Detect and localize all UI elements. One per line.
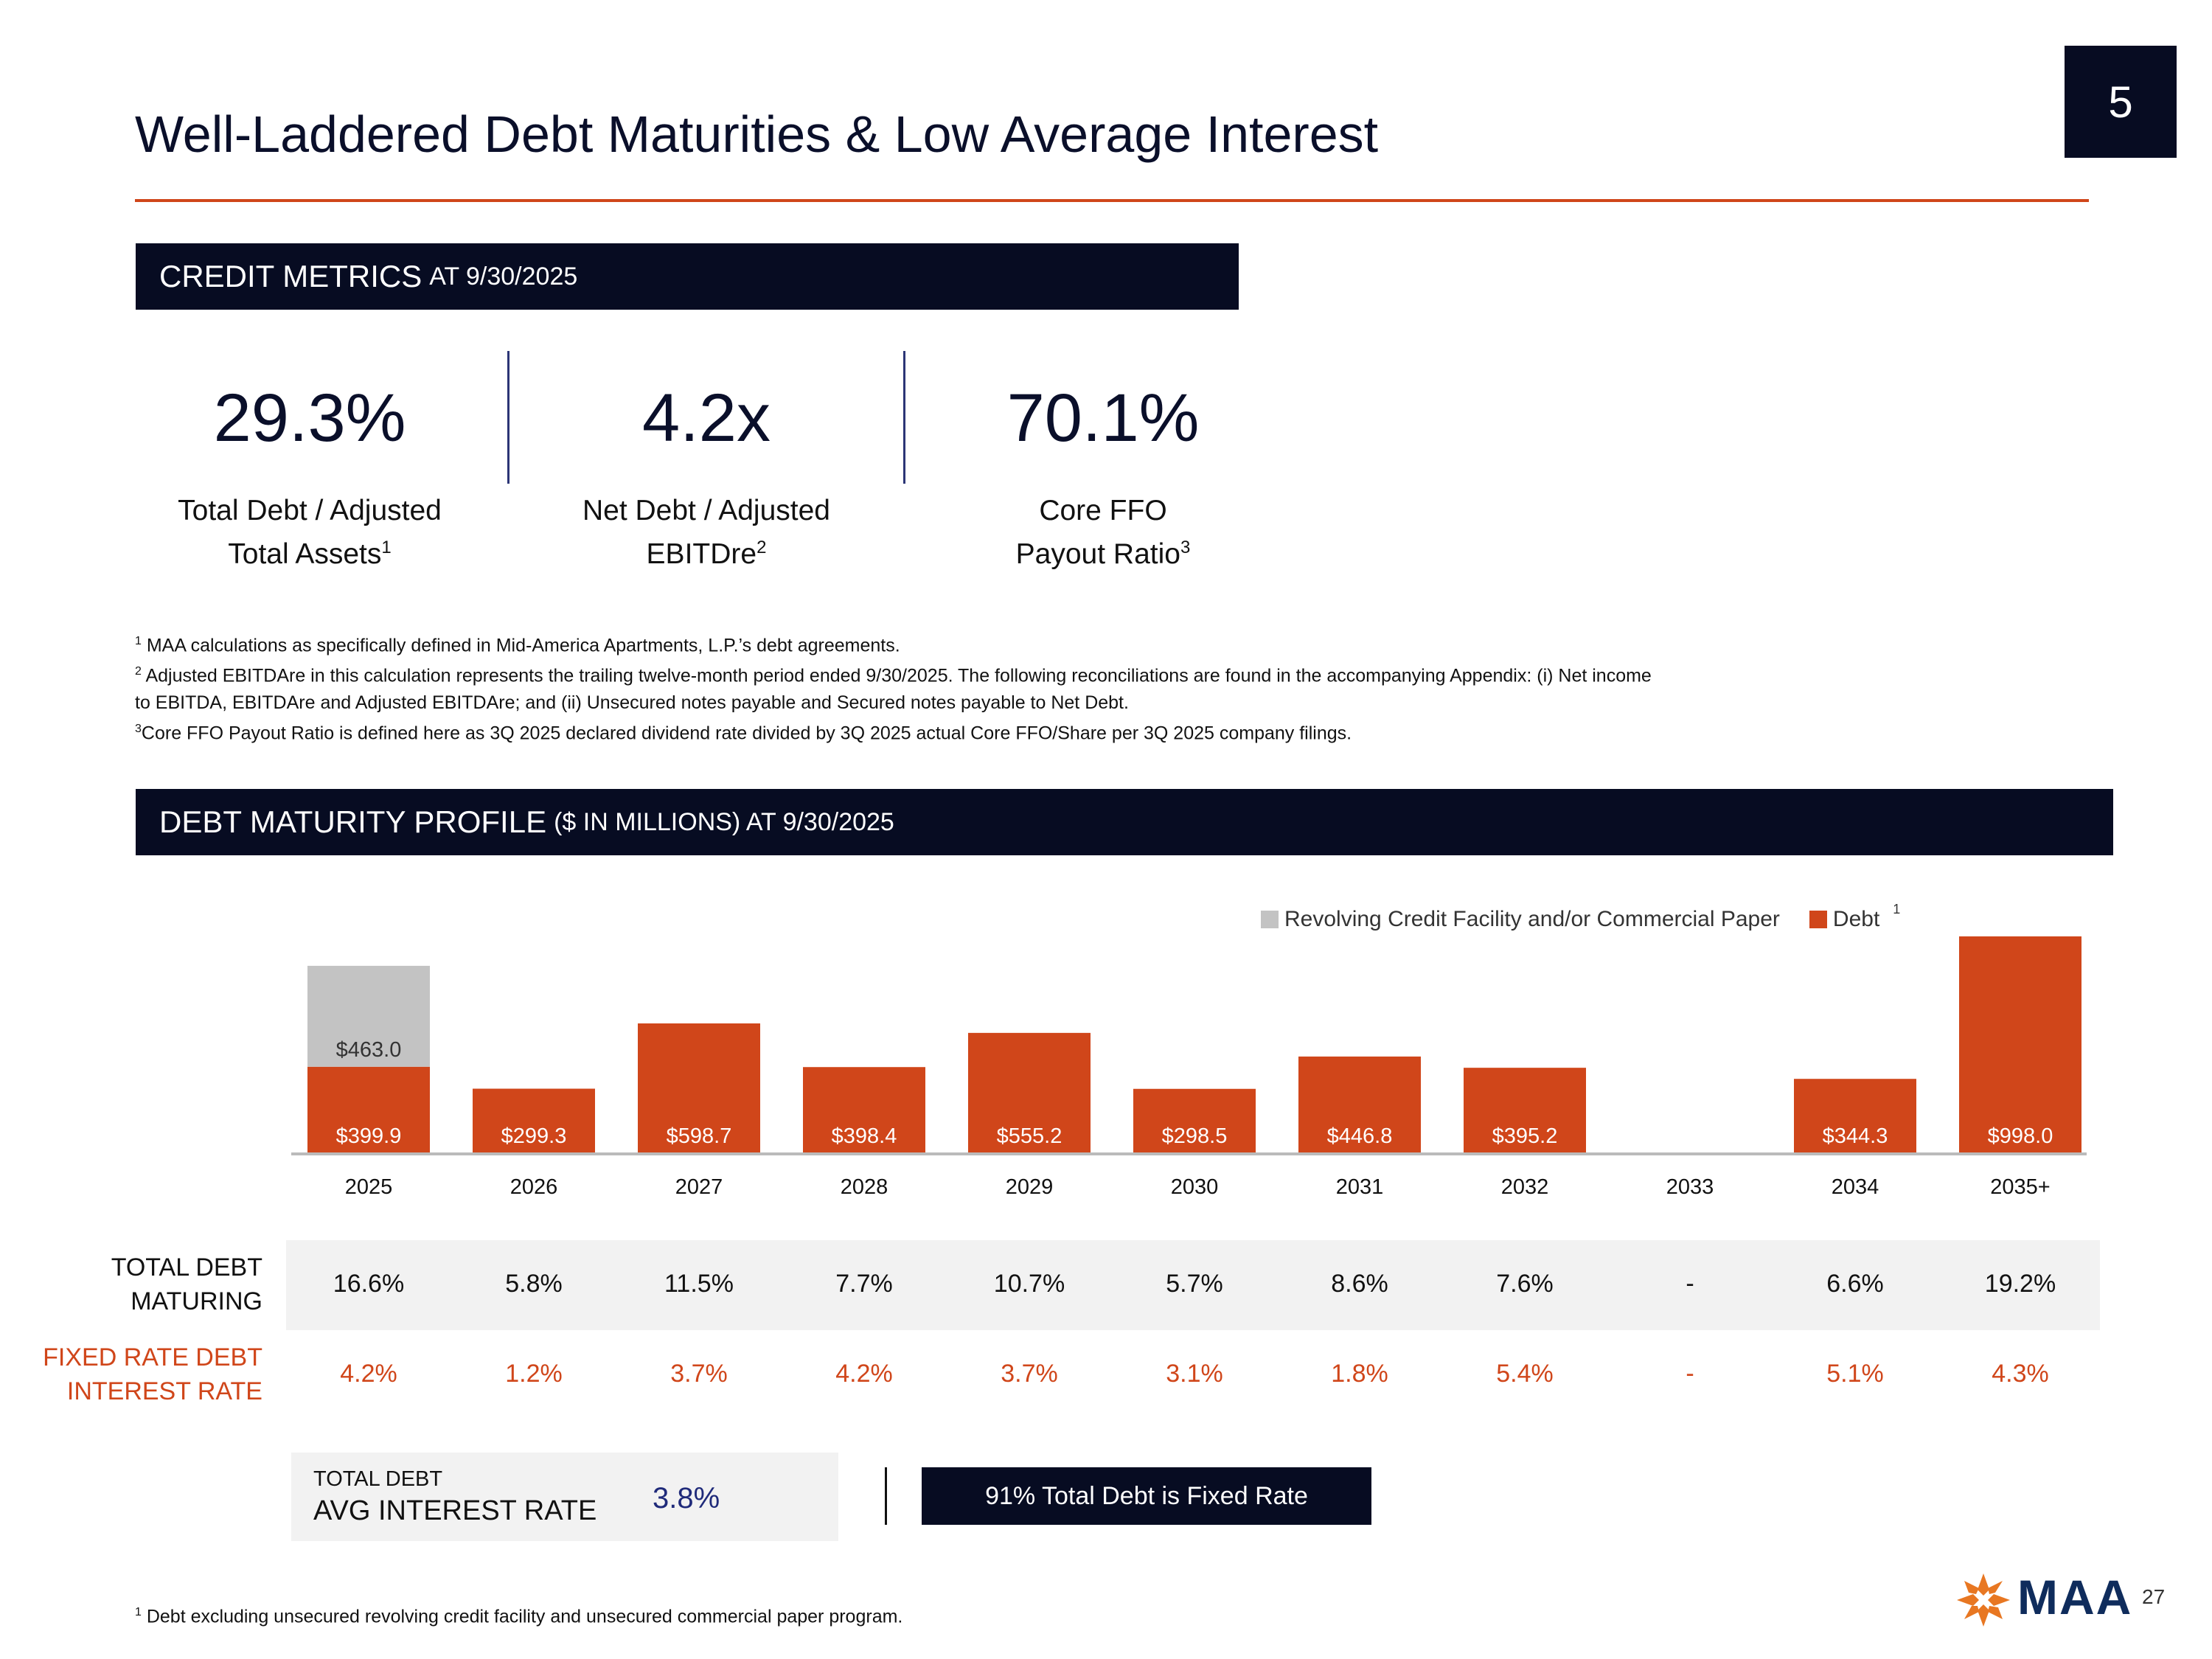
total-debt-maturing-cell: - [1686,1270,1694,1298]
legend-label-revolving: Revolving Credit Facility and/or Commerc… [1284,907,1780,931]
x-tick-label: 2035+ [1990,1175,2050,1199]
total-debt-maturing-cell: 6.6% [1826,1270,1884,1298]
fixed-rate-interest-cell: 4.3% [1992,1360,2049,1388]
fixed-rate-interest-cell: - [1686,1360,1694,1388]
box-separator [885,1467,887,1525]
fixed-rate-interest-cell: 3.1% [1166,1360,1223,1388]
fixed-rate-interest-cell: 4.2% [835,1360,893,1388]
fixed-rate-interest-cell: 3.7% [1001,1360,1058,1388]
debt-value-label: $998.0 [1988,1124,2053,1148]
total-debt-maturing-cell: 5.8% [505,1270,563,1298]
metric-total-debt-assets: 29.3% Total Debt / Adjusted Total Assets… [118,380,501,573]
maa-logo-icon [1957,1573,2010,1627]
metric-divider [507,351,509,484]
total-debt-maturing-cell: 16.6% [333,1270,405,1298]
chart-legend: Revolving Credit Facility and/or Commerc… [1261,902,1900,932]
fixed-rate-interest-cell: 5.1% [1826,1360,1884,1388]
slide-number: 5 [2065,46,2177,158]
total-debt-maturing-cell: 10.7% [993,1270,1065,1298]
x-tick-label: 2025 [345,1175,393,1199]
avg-interest-box: TOTAL DEBT AVG INTEREST RATE 3.8% [291,1453,838,1541]
metric-label: Total Debt / Adjusted Total Assets1 [178,495,442,570]
fixed-rate-interest-cell: 1.8% [1331,1360,1388,1388]
legend-debt-superscript: 1 [1893,901,1901,917]
x-tick-label: 2034 [1832,1175,1879,1199]
debt-value-label: $398.4 [832,1124,897,1148]
debt-bar-2032 [1464,1068,1586,1154]
legend-swatch-debt [1809,911,1827,928]
debt-value-label: $344.3 [1823,1124,1888,1148]
footnote-3: 3Core FFO Payout Ratio is defined here a… [135,722,1352,743]
debt-value-label: $299.3 [501,1124,567,1148]
page-title: Well-Laddered Debt Maturities & Low Aver… [135,105,1379,163]
debt-value-label: $555.2 [997,1124,1062,1148]
debt-maturity-chart: $399.9 $463.0 2025 $299.3 2026 $598.7 2027 $398… [291,936,2087,1199]
title-divider [135,199,2089,202]
metric-net-debt-ebitdre: 4.2x Net Debt / Adjusted EBITDre2 [515,380,898,573]
debt-value-label: $598.7 [667,1124,732,1148]
footnote-2: 2 Adjusted EBITDAre in this calculation … [135,665,1652,713]
x-tick-label: 2026 [510,1175,558,1199]
debt-bar-2026 [473,1088,595,1154]
debt-bar-2030 [1133,1088,1256,1154]
avg-interest-label-2: AVG INTEREST RATE [313,1495,597,1526]
debt-bar-2027 [638,1023,760,1154]
debt-value-label: $399.9 [336,1124,402,1148]
fixed-rate-interest-cell: 4.2% [340,1360,397,1388]
chart-footnote: 1 Debt excluding unsecured revolving cre… [135,1606,903,1627]
total-debt-maturing-cell: 19.2% [1984,1270,2056,1298]
metric-core-ffo-payout: 70.1% Core FFO Payout Ratio3 [911,380,1295,573]
debt-profile-banner: DEBT MATURITY PROFILE ($ IN MILLIONS) AT… [136,789,2113,855]
debt-bar-2035+ [1959,936,2081,1154]
debt-bar-2028 [803,1067,925,1154]
fixed-rate-note: 91% Total Debt is Fixed Rate [922,1467,1371,1525]
debt-value-label: $395.2 [1492,1124,1558,1148]
debt-profile-title: DEBT MATURITY PROFILE [159,804,547,839]
x-tick-label: 2031 [1336,1175,1384,1199]
debt-profile-subtitle: ($ IN MILLIONS) AT 9/30/2025 [554,807,894,836]
legend-swatch-revolving [1261,911,1279,928]
page-number: 27 [2142,1585,2166,1608]
metric-value: 29.3% [213,380,406,456]
x-tick-label: 2030 [1171,1175,1219,1199]
fixed-rate-interest-label: FIXED RATE DEBT INTEREST RATE [43,1343,262,1405]
debt-bar-2025 [307,1066,430,1154]
debt-bar-2029 [968,1032,1091,1154]
fixed-rate-interest-cell: 1.2% [505,1360,563,1388]
avg-interest-label-1: TOTAL DEBT [313,1467,443,1491]
revolving-bar-2025 [307,965,430,1067]
total-debt-maturing-cell: 7.7% [835,1270,893,1298]
debt-bar-2031 [1298,1056,1421,1154]
metric-label: Core FFO Payout Ratio3 [1015,495,1191,570]
maa-logo-text: MAA [2017,1570,2133,1624]
debt-value-label: $298.5 [1162,1124,1228,1148]
x-tick-label: 2032 [1501,1175,1549,1199]
fixed-rate-interest-cell: 5.4% [1496,1360,1554,1388]
debt-value-label: $446.8 [1327,1124,1393,1148]
revolving-value-label: $463.0 [336,1038,402,1062]
total-debt-maturing-cell: 11.5% [664,1270,734,1298]
metric-divider [903,351,905,484]
total-debt-maturing-cell: 7.6% [1496,1270,1554,1298]
credit-metrics-title: CREDIT METRICS [159,259,422,293]
x-tick-label: 2027 [675,1175,723,1199]
metric-label: Net Debt / Adjusted EBITDre2 [582,495,831,570]
credit-footnotes: 1 MAA calculations as specifically defin… [135,628,1654,746]
x-tick-label: 2029 [1006,1175,1054,1199]
x-tick-label: 2033 [1666,1175,1714,1199]
footnote-1: 1 MAA calculations as specifically defin… [135,635,900,656]
metric-value: 4.2x [642,380,771,456]
metric-value: 70.1% [1006,380,1200,456]
total-debt-row-bg [286,1240,2100,1330]
total-debt-maturing-label: TOTAL DEBT MATURING [111,1253,262,1315]
avg-interest-value: 3.8% [653,1482,720,1514]
debt-bar-2034 [1794,1079,1916,1154]
total-debt-maturing-cell: 8.6% [1331,1270,1388,1298]
x-tick-label: 2028 [841,1175,888,1199]
credit-metrics-date: AT 9/30/2025 [429,262,578,291]
legend-label-debt: Debt [1832,907,1880,931]
total-debt-maturing-cell: 5.7% [1166,1270,1223,1298]
credit-metrics-banner: CREDIT METRICS AT 9/30/2025 [136,243,1239,310]
fixed-rate-interest-cell: 3.7% [670,1360,728,1388]
